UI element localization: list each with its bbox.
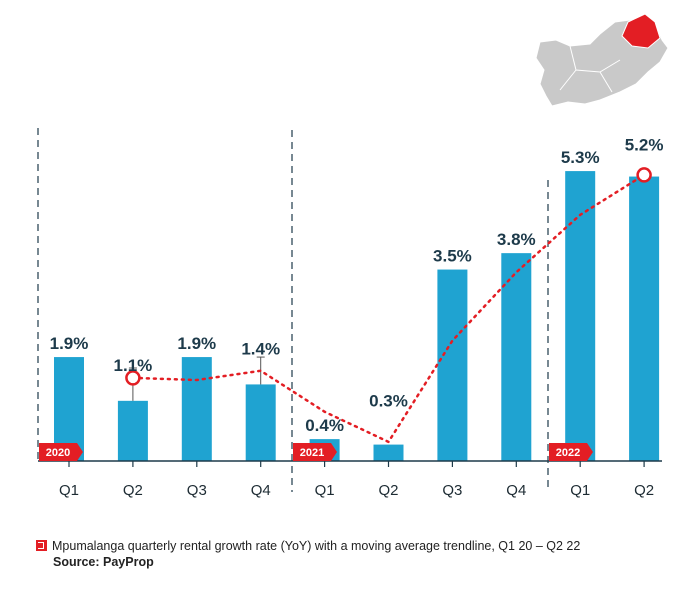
x-tick-label: Q3 xyxy=(442,482,462,499)
value-label: 1.9% xyxy=(50,334,89,353)
bar xyxy=(181,357,212,461)
x-tick-label: Q1 xyxy=(570,482,590,499)
trendline-endpoint xyxy=(636,167,652,183)
value-label: 0.3% xyxy=(369,392,408,411)
map-lines xyxy=(559,45,621,93)
south-africa-map xyxy=(535,13,669,107)
value-label: 0.4% xyxy=(305,416,344,435)
x-tick-label: Q2 xyxy=(634,482,654,499)
bar xyxy=(373,444,404,461)
x-tick-label: Q1 xyxy=(315,482,335,499)
source-text: Source: PayProp xyxy=(53,555,154,569)
x-tick-label: Q2 xyxy=(378,482,398,499)
bar xyxy=(437,269,468,461)
value-label: 3.8% xyxy=(497,230,536,249)
year-tag-label: 2022 xyxy=(556,447,580,459)
bar-chart: Q1 Q2 Q3 Q4 Q1 Q2 Q3 Q4 Q1 Q2 2020 2021 2022 1.9% 1.… xyxy=(37,13,669,499)
value-label: 5.3% xyxy=(561,148,600,167)
value-label: 3.5% xyxy=(433,247,472,266)
value-label: 1.4% xyxy=(241,339,280,358)
year-tag xyxy=(549,443,593,461)
x-tick-label: Q4 xyxy=(506,482,526,499)
x-tick-label: Q1 xyxy=(59,482,79,499)
value-label: 5.2% xyxy=(625,136,664,155)
brand-square-icon xyxy=(36,540,47,551)
chart-caption: Mpumalanga quarterly rental growth rate … xyxy=(36,538,580,570)
x-tick-label: Q2 xyxy=(123,482,143,499)
bar xyxy=(565,171,596,461)
value-label: 1.9% xyxy=(177,334,216,353)
year-tag-label: 2020 xyxy=(46,447,70,459)
value-label: 1.1% xyxy=(114,356,153,375)
year-tag xyxy=(293,443,337,461)
bar xyxy=(501,253,532,461)
x-tick-label: Q4 xyxy=(251,482,271,499)
trendline xyxy=(131,173,646,444)
bar xyxy=(245,384,276,461)
caption-text: Mpumalanga quarterly rental growth rate … xyxy=(52,539,581,553)
trendline-endpoint xyxy=(125,370,141,386)
x-tick-label: Q3 xyxy=(187,482,207,499)
bar xyxy=(117,400,148,461)
year-tag-label: 2021 xyxy=(300,447,324,459)
map-mpumalanga xyxy=(621,13,661,49)
bar xyxy=(629,176,660,461)
year-tag xyxy=(39,443,83,461)
